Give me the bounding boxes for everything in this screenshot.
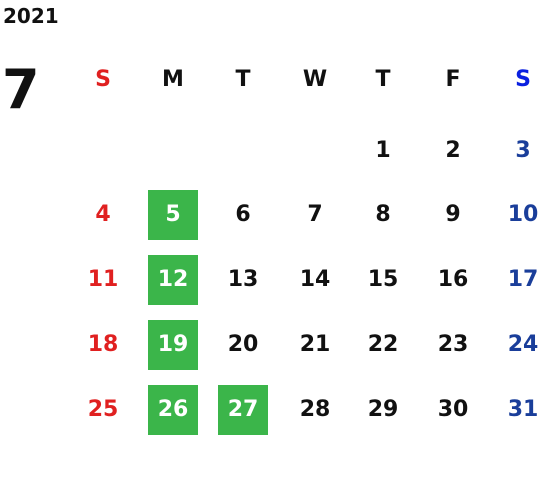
day: 28 bbox=[299, 397, 331, 422]
month: 7 bbox=[2, 58, 40, 121]
highlighted-day: 27 bbox=[218, 385, 268, 435]
day: 17 bbox=[507, 267, 539, 292]
year: 2021 bbox=[3, 4, 59, 28]
day: 14 bbox=[299, 267, 331, 292]
day: 24 bbox=[507, 332, 539, 357]
day: 3 bbox=[515, 138, 531, 163]
day: 6 bbox=[235, 202, 251, 227]
day: 4 bbox=[95, 202, 111, 227]
highlighted-day: 5 bbox=[148, 190, 198, 240]
day: 30 bbox=[437, 397, 469, 422]
day: 10 bbox=[507, 202, 539, 227]
day: 25 bbox=[87, 397, 119, 422]
day: 13 bbox=[227, 267, 259, 292]
day: 8 bbox=[375, 202, 391, 227]
day: 22 bbox=[367, 332, 399, 357]
highlighted-day: 26 bbox=[148, 385, 198, 435]
highlighted-day: 12 bbox=[148, 255, 198, 305]
day: 1 bbox=[375, 138, 391, 163]
day: 20 bbox=[227, 332, 259, 357]
day: 16 bbox=[437, 267, 469, 292]
day: 11 bbox=[87, 267, 119, 292]
day: 21 bbox=[299, 332, 331, 357]
weekday-label: T bbox=[375, 67, 391, 92]
day: 2 bbox=[445, 138, 461, 163]
weekday-label: S bbox=[95, 67, 111, 92]
day: 31 bbox=[507, 397, 539, 422]
day: 7 bbox=[307, 202, 323, 227]
day: 18 bbox=[87, 332, 119, 357]
highlighted-day: 19 bbox=[148, 320, 198, 370]
weekday-label: W bbox=[302, 67, 328, 92]
day: 15 bbox=[367, 267, 399, 292]
day: 29 bbox=[367, 397, 399, 422]
day: 9 bbox=[445, 202, 461, 227]
weekday-label: F bbox=[445, 67, 461, 92]
weekday-label: T bbox=[235, 67, 251, 92]
weekday-label: M bbox=[162, 67, 184, 92]
weekday-label: S bbox=[515, 67, 531, 92]
day: 23 bbox=[437, 332, 469, 357]
